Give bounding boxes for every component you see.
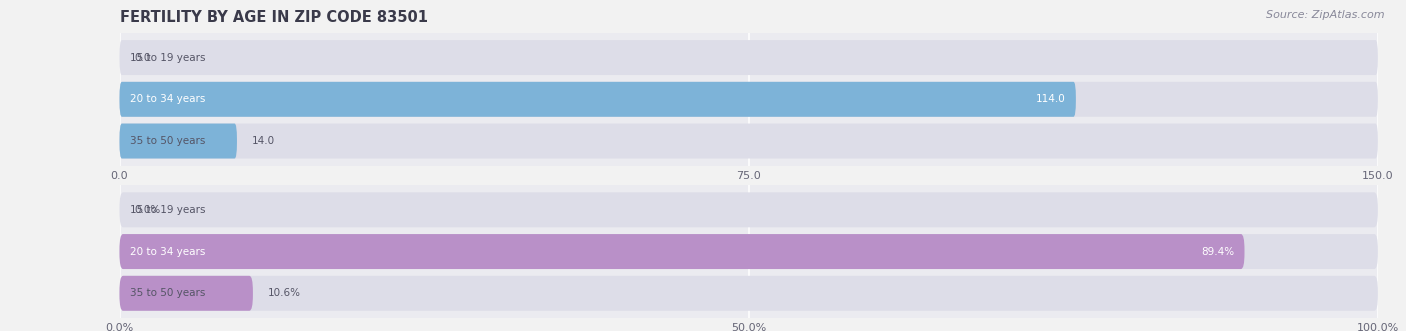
Text: 0.0: 0.0 [135,53,150,63]
Text: 15 to 19 years: 15 to 19 years [129,205,205,215]
FancyBboxPatch shape [120,82,1076,117]
Text: 20 to 34 years: 20 to 34 years [129,94,205,104]
FancyBboxPatch shape [120,40,1378,75]
FancyBboxPatch shape [120,234,1244,269]
Text: 10.6%: 10.6% [269,288,301,298]
Text: 20 to 34 years: 20 to 34 years [129,247,205,257]
Text: FERTILITY BY AGE IN ZIP CODE 83501: FERTILITY BY AGE IN ZIP CODE 83501 [120,10,427,25]
Text: 15 to 19 years: 15 to 19 years [129,53,205,63]
Text: Source: ZipAtlas.com: Source: ZipAtlas.com [1267,10,1385,20]
Text: 35 to 50 years: 35 to 50 years [129,288,205,298]
Text: 89.4%: 89.4% [1201,247,1234,257]
Text: 114.0: 114.0 [1036,94,1066,104]
Text: 0.0%: 0.0% [135,205,160,215]
FancyBboxPatch shape [120,276,1378,311]
FancyBboxPatch shape [120,123,238,159]
Text: 14.0: 14.0 [252,136,276,146]
FancyBboxPatch shape [120,234,1378,269]
FancyBboxPatch shape [120,82,1378,117]
FancyBboxPatch shape [120,192,1378,227]
FancyBboxPatch shape [120,276,253,311]
FancyBboxPatch shape [120,123,1378,159]
Text: 35 to 50 years: 35 to 50 years [129,136,205,146]
